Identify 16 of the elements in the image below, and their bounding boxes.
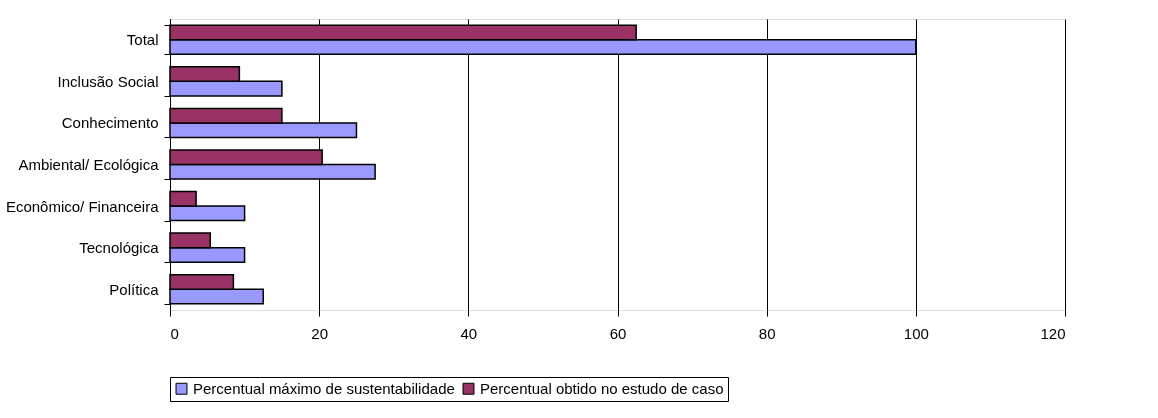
y-tick-label: Inclusão Social — [57, 72, 159, 90]
x-tick-label: 60 — [609, 324, 627, 342]
legend-label: Percentual obtido no estudo de caso — [480, 379, 724, 397]
y-tick-label: Política — [109, 280, 160, 298]
y-tick-label: Ambiental/ Ecológica — [18, 156, 160, 173]
y-tick-label: Econômico/ Financeira — [5, 197, 160, 215]
x-tick-label: 100 — [903, 324, 929, 342]
y-tick-label: Tecnológica — [79, 239, 160, 257]
y-tick-label: Total — [126, 31, 159, 49]
x-tick-label: 0 — [170, 324, 179, 342]
x-tick-label: 40 — [460, 324, 478, 342]
legend-label: Percentual máximo de sustentabilidade — [193, 379, 455, 397]
y-tick-label: Conhecimento — [61, 114, 159, 132]
x-tick-label: 20 — [311, 324, 329, 342]
x-tick-label: 80 — [758, 324, 776, 342]
x-tick-label: 120 — [1040, 324, 1066, 342]
